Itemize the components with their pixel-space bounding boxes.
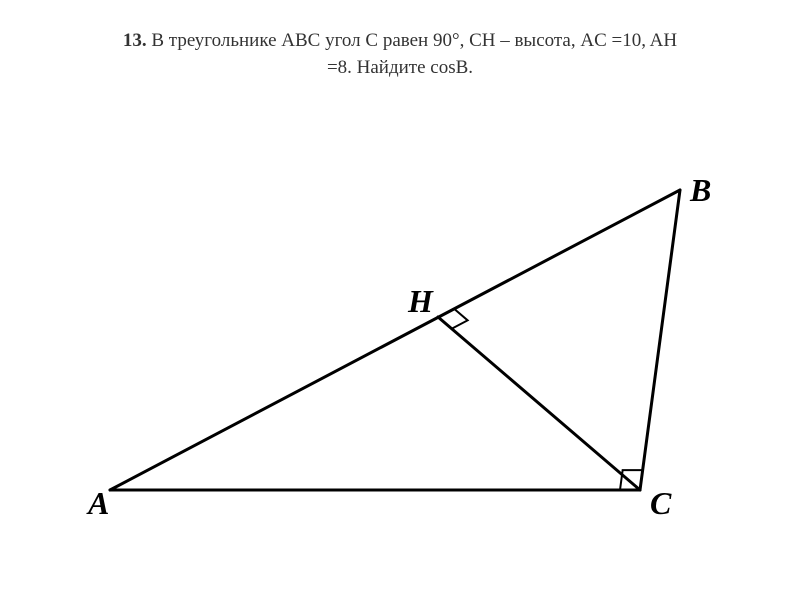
vertex-label-A: A: [88, 485, 109, 522]
problem-line1: В треугольнике ABC угол C равен 90°, CH …: [147, 30, 677, 51]
vertex-label-H: H: [408, 283, 433, 320]
problem-number: 13.: [123, 30, 147, 51]
problem-statement: 13. В треугольнике ABC угол C равен 90°,…: [0, 0, 800, 81]
diagram-svg: [0, 120, 800, 540]
triangle-diagram: A B C H: [0, 120, 800, 540]
vertex-label-C: C: [650, 485, 671, 522]
vertex-label-B: B: [690, 172, 711, 209]
problem-line2: =8. Найдите cosB.: [327, 57, 473, 78]
